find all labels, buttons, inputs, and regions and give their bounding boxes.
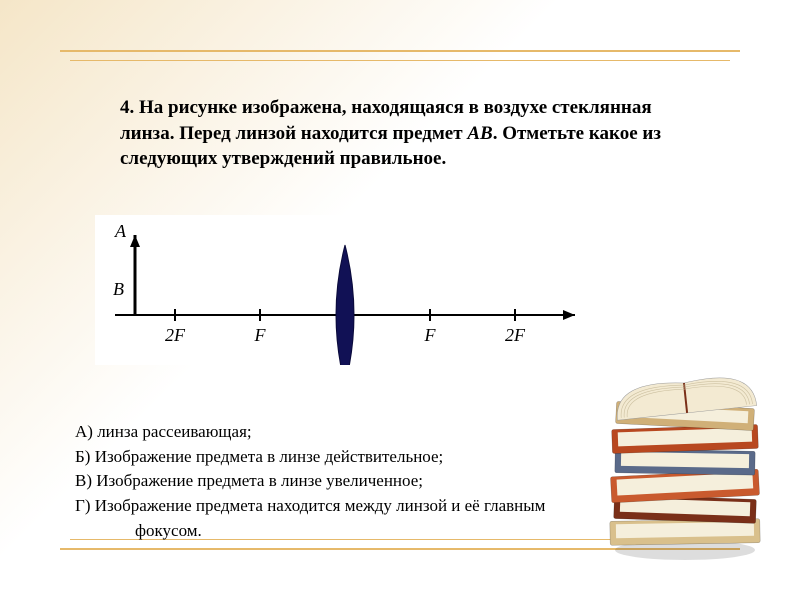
svg-text:A: A: [114, 221, 127, 241]
svg-text:B: B: [113, 279, 124, 299]
svg-text:2F: 2F: [165, 325, 186, 345]
slide: 4. На рисунке изображена, находящаяся в …: [0, 0, 800, 600]
question-text: 4. На рисунке изображена, находящаяся в …: [120, 95, 680, 172]
svg-text:2F: 2F: [505, 325, 526, 345]
lens-diagram: 2F F F 2F A B: [95, 215, 595, 365]
books-illustration: [605, 345, 765, 565]
answer-letter: Г): [75, 496, 91, 515]
question-ab: АВ: [467, 123, 492, 144]
answer-text: фокусом.: [135, 521, 202, 540]
answer-letter: А): [75, 422, 93, 441]
svg-text:F: F: [424, 325, 437, 345]
answer-text: Изображение предмета в линзе увеличенное…: [96, 471, 423, 490]
answer-text: Изображение предмета находится между лин…: [95, 496, 546, 515]
answer-letter: В): [75, 471, 92, 490]
answer-letter: Б): [75, 447, 90, 466]
answer-text: Изображение предмета в линзе действитель…: [95, 447, 444, 466]
svg-text:F: F: [254, 325, 267, 345]
question-period: .: [441, 148, 446, 169]
answer-text: линза рассеивающая;: [97, 422, 251, 441]
question-number: 4.: [120, 97, 134, 118]
